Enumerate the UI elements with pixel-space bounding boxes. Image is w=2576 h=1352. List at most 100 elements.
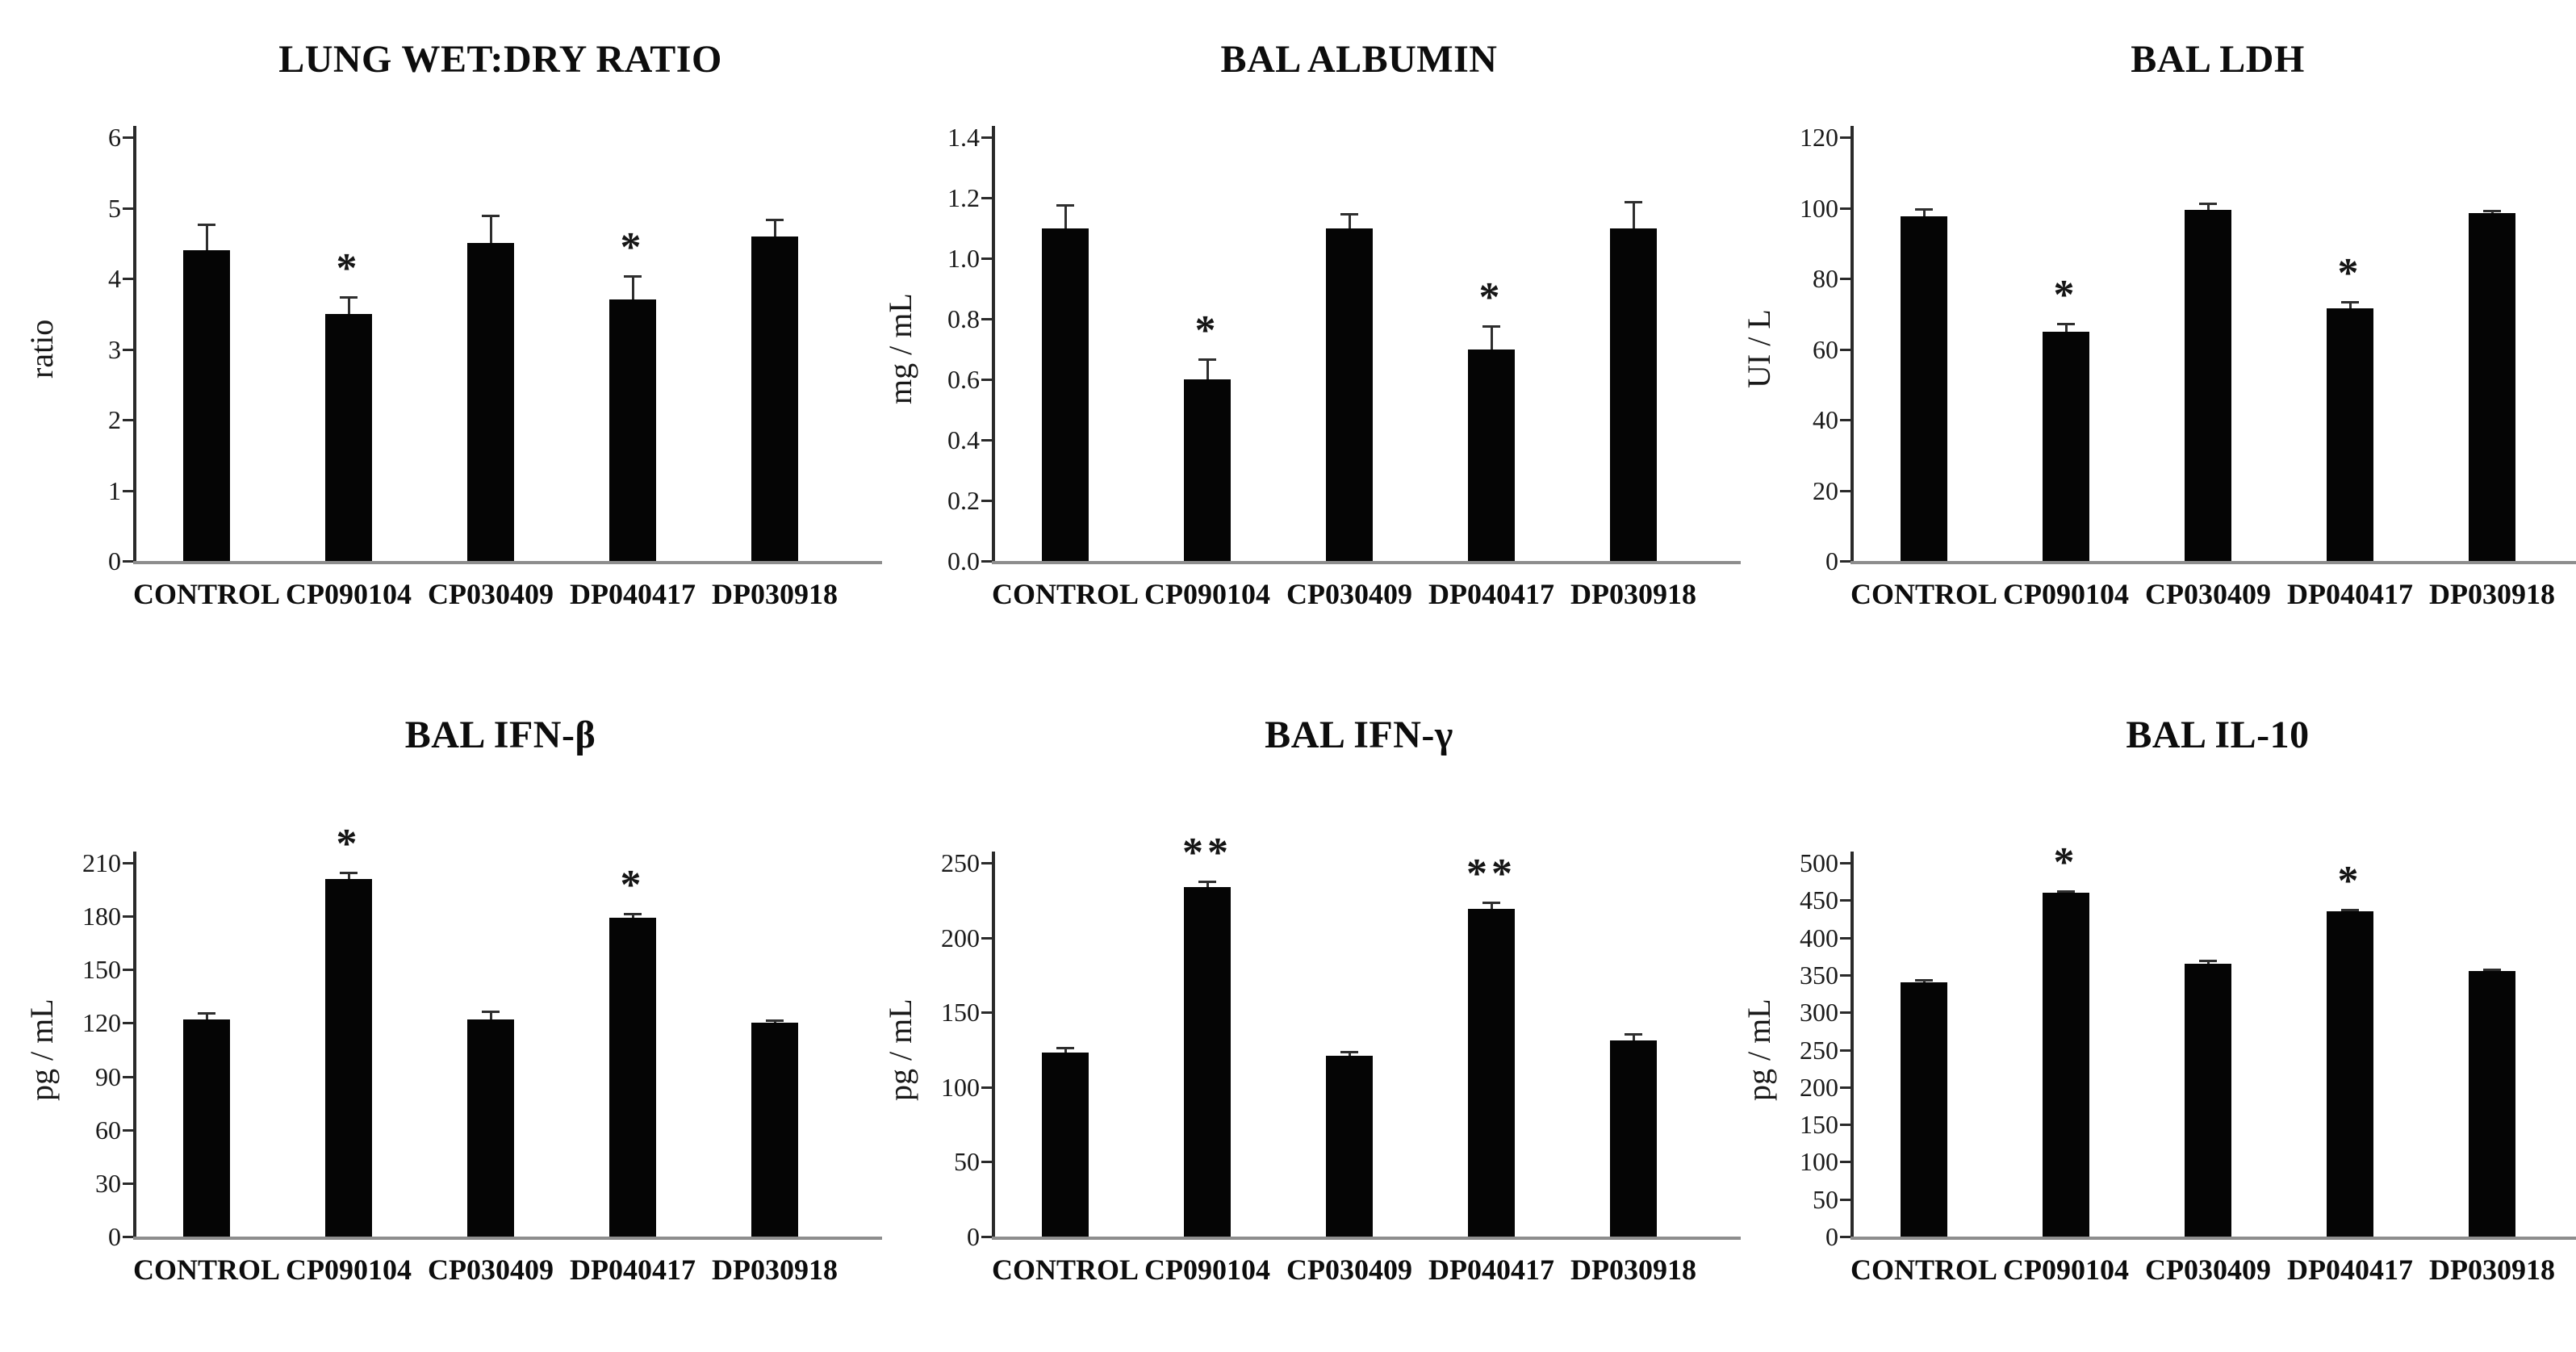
x-axis-line — [133, 1237, 882, 1240]
x-category-label: CONTROL — [991, 1254, 1140, 1286]
y-tick-mark — [1840, 973, 1850, 977]
y-tick-mark — [1840, 1124, 1850, 1127]
x-category-label: DP030918 — [1570, 1254, 1696, 1286]
y-tick-label: 0 — [1825, 546, 1838, 576]
error-bar-cap — [1482, 324, 1500, 328]
error-bar-cap — [482, 215, 500, 218]
y-tick-mark — [981, 500, 992, 502]
y-tick-label: 120 — [82, 1008, 121, 1038]
x-category-label: CP030409 — [2145, 1254, 2271, 1286]
chart-title: BAL ALBUMIN — [1220, 38, 1498, 81]
error-bar-cap — [198, 223, 215, 226]
error-bar-cap — [1482, 902, 1500, 905]
y-tick-label: 0 — [108, 1222, 121, 1251]
y-tick-label: 300 — [1800, 998, 1838, 1028]
y-tick-mark — [1840, 862, 1850, 864]
y-tick-label: 40 — [1813, 405, 1838, 434]
y-tick-mark — [981, 379, 992, 381]
x-category-label: DP030918 — [1570, 578, 1696, 610]
y-tick-label: 0.6 — [947, 365, 980, 394]
error-bar-cap — [340, 872, 358, 875]
error-bar — [489, 215, 492, 255]
error-bar-cap — [766, 1019, 784, 1023]
chart-title: BAL IFN-β — [404, 714, 596, 756]
y-tick-mark — [1840, 348, 1850, 351]
y-tick-label: 210 — [82, 848, 121, 877]
error-bar — [1064, 203, 1067, 240]
x-category-label: CONTROL — [1850, 1254, 1998, 1286]
error-bar-cap — [624, 912, 642, 915]
y-tick-label: 120 — [1800, 123, 1838, 152]
chart-title: LUNG WET:DRY RATIO — [278, 38, 722, 81]
plot-area: 0 1 2 3 4 5 6 CONTROL CP090104 * CP030409 DP040417 *… — [0, 0, 882, 676]
x-category-label: CP030409 — [1286, 578, 1412, 610]
bar — [609, 918, 656, 1237]
y-tick-mark — [123, 915, 133, 919]
plot-area: 0.0 0.2 0.4 0.6 0.8 1.0 1.2 1.4 CONTROL CP090104 *… — [859, 0, 1741, 676]
bar — [467, 243, 514, 561]
plot-area: 0 50 100 150 200 250 300 350 400 450 500 CONTROL CP0… — [1717, 676, 2576, 1351]
y-tick-mark — [1840, 1049, 1850, 1052]
y-tick-label: 0.0 — [947, 546, 980, 576]
y-tick-label: 0 — [967, 1222, 980, 1251]
y-tick-mark — [981, 318, 992, 320]
y-tick-label: 450 — [1800, 885, 1838, 915]
error-bar-cap — [766, 218, 784, 221]
y-tick-mark — [123, 348, 133, 351]
bar — [467, 1019, 514, 1237]
bar — [1184, 379, 1231, 561]
y-tick-label: 2 — [108, 405, 121, 434]
y-tick-label: 60 — [95, 1115, 121, 1145]
chart-bal-albumin: BAL ALBUMIN mg / mL 0.0 0.2 0.4 0.6 0.8 1.0 1.… — [859, 0, 1741, 676]
error-bar — [631, 274, 634, 312]
y-tick-label: 0 — [108, 546, 121, 576]
y-tick-label: 250 — [941, 848, 980, 877]
x-category-label: DP030918 — [712, 1254, 838, 1286]
y-tick-mark — [981, 936, 992, 940]
y-tick-label: 90 — [95, 1061, 121, 1091]
y-axis-line — [133, 126, 136, 563]
y-tick-mark — [123, 862, 133, 864]
bar — [1326, 228, 1373, 561]
bar — [751, 236, 798, 561]
y-tick-mark — [981, 1161, 992, 1164]
x-axis-line — [133, 561, 882, 564]
error-bar — [1348, 212, 1351, 240]
bar — [1901, 982, 1947, 1237]
significance-marker: * — [2053, 839, 2079, 886]
bar — [2327, 911, 2373, 1237]
x-category-label: CONTROL — [1850, 578, 1998, 610]
x-category-label: DP040417 — [1428, 1254, 1554, 1286]
y-tick-label: 150 — [941, 998, 980, 1028]
chart-title: BAL IL-10 — [2126, 714, 2310, 756]
error-bar — [1490, 324, 1493, 361]
significance-marker: * — [336, 821, 362, 868]
plot-area: 0 30 60 90 120 150 180 210 CONTROL CP090104 * CP030… — [0, 676, 882, 1351]
significance-marker: * — [620, 224, 646, 270]
bar — [1468, 909, 1515, 1237]
error-bar — [1632, 200, 1635, 240]
x-category-label: CP090104 — [286, 1254, 412, 1286]
y-tick-mark — [1840, 560, 1850, 563]
y-tick-mark — [123, 1128, 133, 1132]
x-category-label: CP090104 — [1144, 1254, 1270, 1286]
y-tick-label: 0.4 — [947, 425, 980, 454]
x-category-label: CP090104 — [1144, 578, 1270, 610]
x-category-label: CP090104 — [286, 578, 412, 610]
y-tick-label: 20 — [1813, 475, 1838, 505]
error-bar-cap — [482, 1010, 500, 1013]
error-bar-cap — [1625, 200, 1642, 203]
x-category-label: CP030409 — [2145, 578, 2271, 610]
y-tick-label: 200 — [1800, 1072, 1838, 1102]
y-tick-label: 0.8 — [947, 304, 980, 333]
y-tick-mark — [981, 1011, 992, 1015]
y-tick-mark — [1840, 489, 1850, 492]
chart-lung-wet-dry-ratio: LUNG WET:DRY RATIO ratio 0 1 2 3 4 5 6 CONTROL C… — [0, 0, 882, 676]
x-category-label: CP090104 — [2003, 1254, 2129, 1286]
error-bar-cap — [1198, 358, 1216, 361]
bar — [1326, 1055, 1373, 1237]
chart-bal-ifn: BAL IFN-γ pg / mL 0 50 100 150 200 250 CONTROL… — [859, 676, 1741, 1351]
error-bar-cap — [2483, 968, 2501, 971]
error-bar — [205, 223, 208, 262]
y-tick-label: 1.2 — [947, 183, 980, 212]
